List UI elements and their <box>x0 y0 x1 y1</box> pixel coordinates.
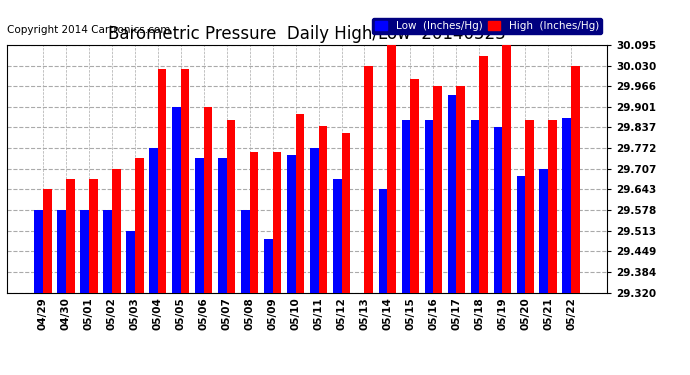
Legend: Low  (Inches/Hg), High  (Inches/Hg): Low (Inches/Hg), High (Inches/Hg) <box>372 18 602 34</box>
Bar <box>502 45 511 292</box>
Bar <box>379 189 388 292</box>
Bar <box>103 210 112 292</box>
Bar <box>517 176 525 292</box>
Bar <box>310 148 319 292</box>
Bar <box>43 189 52 292</box>
Bar <box>471 120 480 292</box>
Bar <box>411 78 419 292</box>
Bar <box>448 96 456 292</box>
Bar <box>57 210 66 292</box>
Bar <box>112 169 121 292</box>
Bar <box>402 120 411 292</box>
Bar <box>34 210 43 292</box>
Bar <box>89 179 97 292</box>
Bar <box>562 118 571 292</box>
Bar <box>493 128 502 292</box>
Bar <box>158 69 166 292</box>
Bar <box>218 158 226 292</box>
Bar <box>480 56 488 292</box>
Bar <box>264 239 273 292</box>
Bar <box>204 107 213 292</box>
Bar <box>571 66 580 292</box>
Bar <box>135 158 144 292</box>
Bar <box>364 66 373 292</box>
Bar <box>195 158 204 292</box>
Bar <box>241 210 250 292</box>
Bar <box>333 179 342 292</box>
Bar <box>424 120 433 292</box>
Bar <box>549 120 557 292</box>
Bar <box>66 179 75 292</box>
Bar <box>172 107 181 292</box>
Bar <box>226 120 235 292</box>
Bar <box>287 155 295 292</box>
Bar <box>181 69 190 292</box>
Bar <box>342 133 351 292</box>
Title: Barometric Pressure  Daily High/Low  20140523: Barometric Pressure Daily High/Low 20140… <box>108 26 506 44</box>
Bar <box>273 152 282 292</box>
Bar <box>250 152 258 292</box>
Bar <box>126 231 135 292</box>
Bar <box>388 45 396 292</box>
Bar <box>525 120 534 292</box>
Bar <box>80 210 89 292</box>
Bar <box>319 126 327 292</box>
Bar <box>540 169 549 292</box>
Bar <box>433 86 442 292</box>
Text: Copyright 2014 Cartronics.com: Copyright 2014 Cartronics.com <box>7 25 170 35</box>
Bar <box>456 86 465 292</box>
Bar <box>295 114 304 292</box>
Bar <box>149 148 158 292</box>
